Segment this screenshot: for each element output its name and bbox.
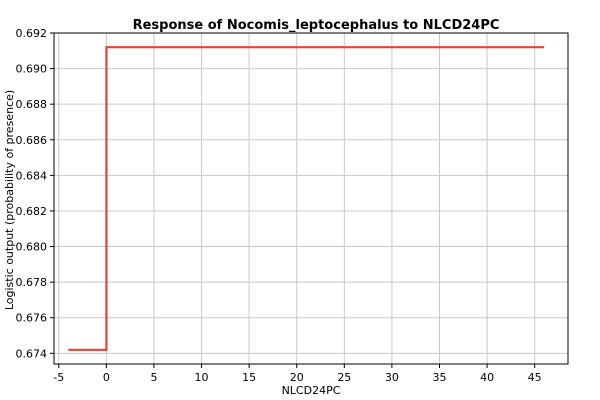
x-tick-label: 5 <box>150 371 157 384</box>
x-tick-label: 20 <box>290 371 304 384</box>
plot-frame <box>53 32 569 365</box>
x-tick-label: 10 <box>195 371 209 384</box>
x-axis: -5 0 5 10 15 20 25 30 35 40 45 <box>53 364 542 384</box>
x-tick-label: 35 <box>433 371 447 384</box>
y-axis: 0.674 0.676 0.678 0.680 0.682 0.684 0.686 0.688… <box>16 27 54 360</box>
y-tick-label: 0.688 <box>16 98 48 111</box>
y-axis-label: Logistic output (probability of presence… <box>3 90 16 310</box>
x-axis-label: NLCD24PC <box>282 384 341 397</box>
chart-title: Response of Nocomis_leptocephalus to NLC… <box>133 18 500 33</box>
x-tick-label: 45 <box>528 371 542 384</box>
x-tick-label: -5 <box>53 371 64 384</box>
y-tick-label: 0.676 <box>16 312 48 325</box>
y-tick-label: 0.690 <box>16 63 48 76</box>
response-curve <box>68 46 545 351</box>
y-tick-label: 0.678 <box>16 276 48 289</box>
y-tick-label: 0.674 <box>16 347 48 360</box>
y-tick-label: 0.684 <box>16 169 48 182</box>
grid <box>54 32 568 364</box>
y-tick-label: 0.686 <box>16 134 48 147</box>
series-group <box>68 46 545 351</box>
x-tick-label: 25 <box>337 371 351 384</box>
y-tick-label: 0.680 <box>16 241 48 254</box>
x-tick-label: 0 <box>103 371 110 384</box>
x-tick-label: 40 <box>480 371 494 384</box>
y-tick-label: 0.682 <box>16 205 48 218</box>
x-tick-label: 15 <box>242 371 256 384</box>
y-tick-label: 0.692 <box>16 27 48 40</box>
x-tick-label: 30 <box>385 371 399 384</box>
